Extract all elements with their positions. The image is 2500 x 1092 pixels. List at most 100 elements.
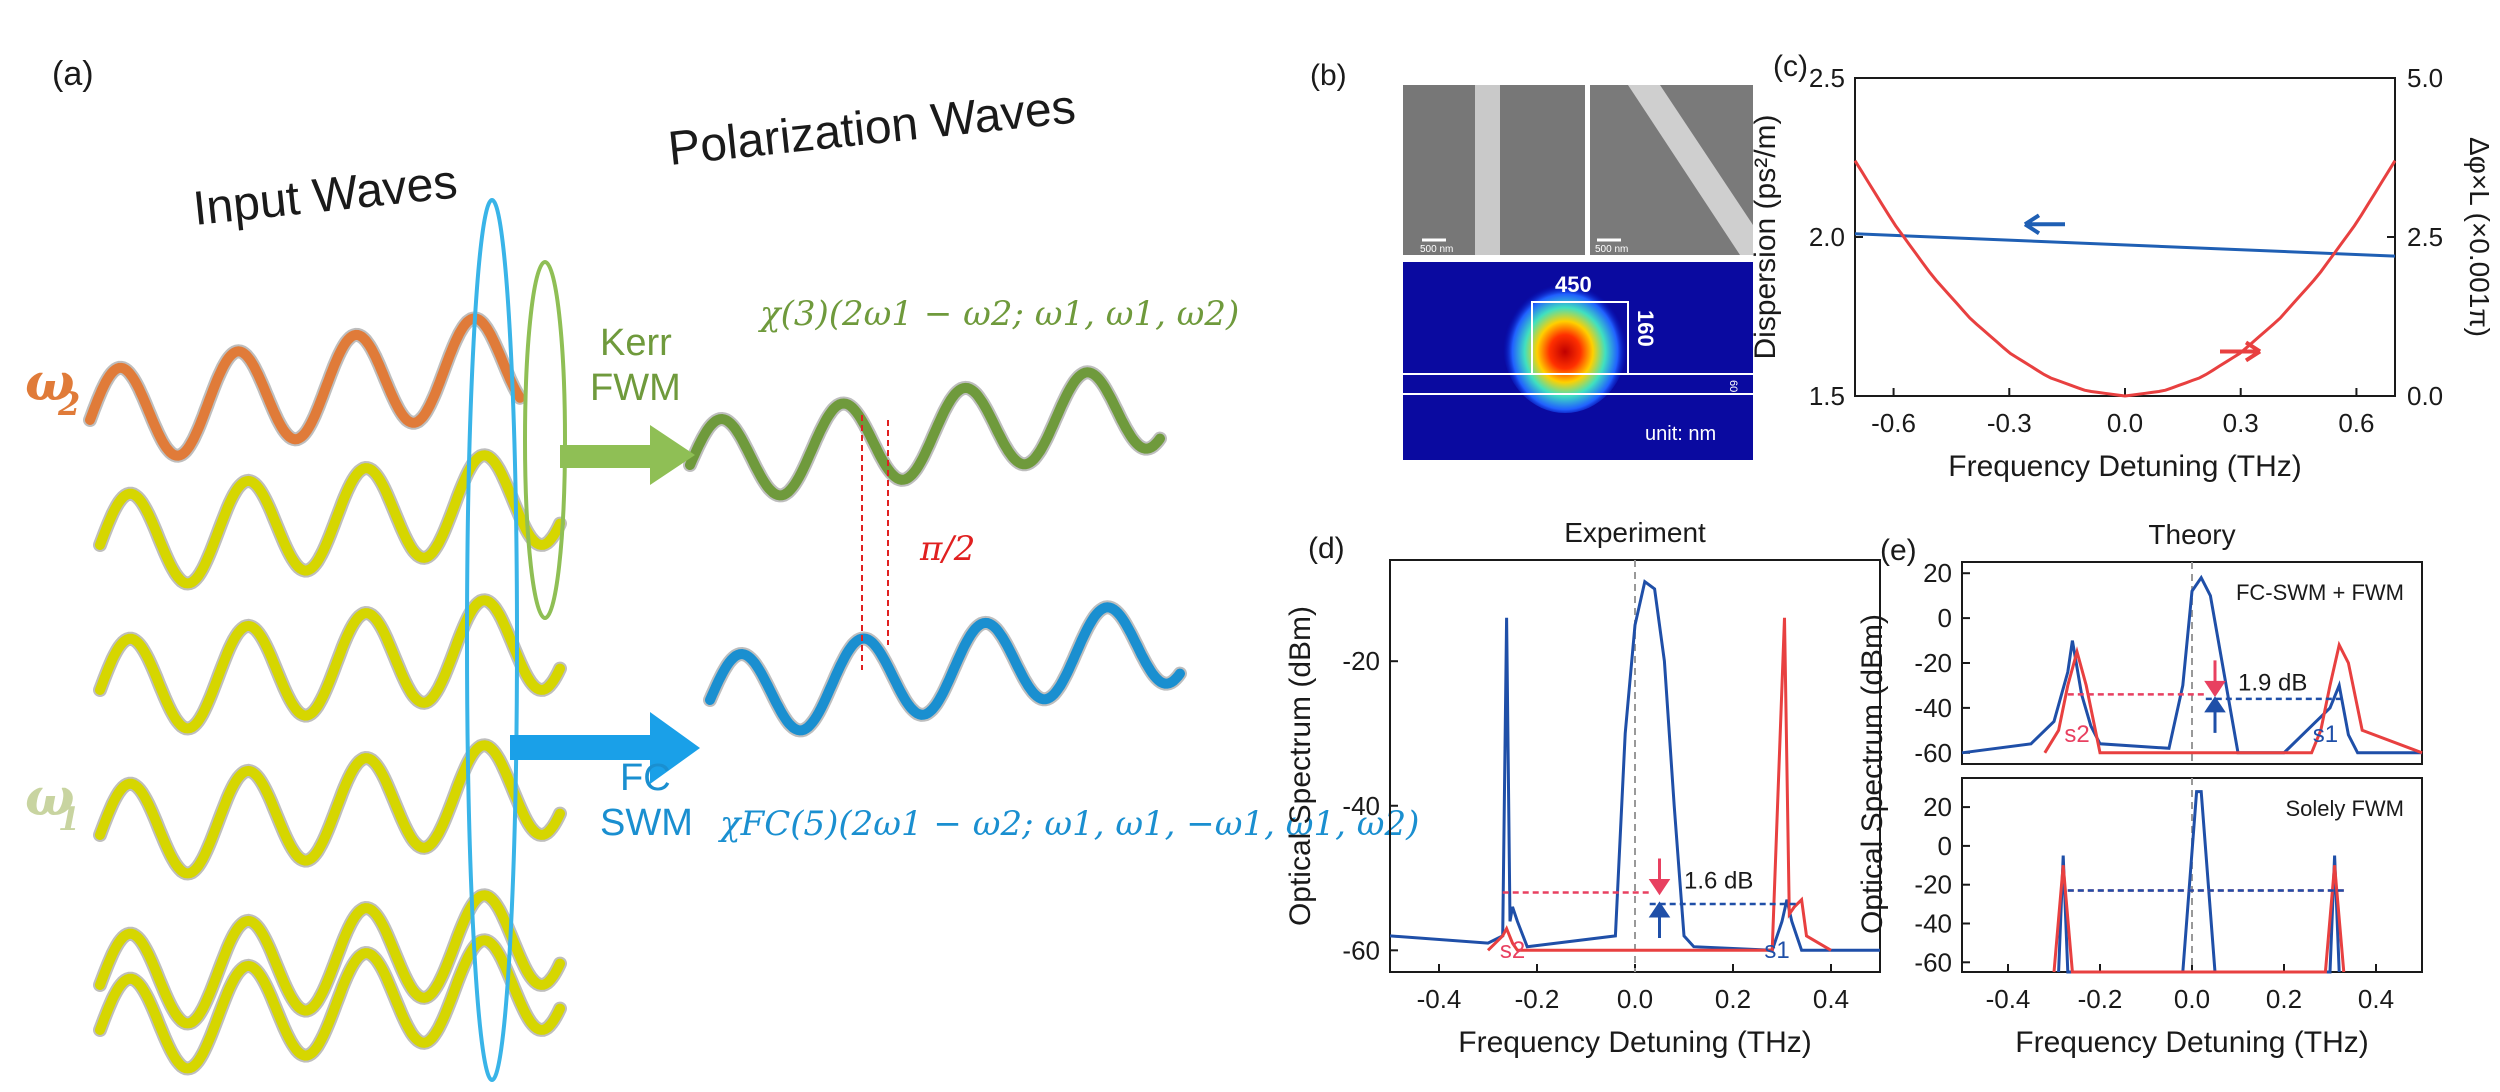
omega1-label: ω: [25, 767, 75, 828]
idler-label-s1: s1: [2313, 721, 2338, 748]
y-tick-label: -20: [1914, 870, 1952, 900]
input-waves-title: Input Waves: [191, 156, 460, 236]
series-phase-mismatch: [1853, 159, 2397, 398]
idler-label-s1: s1: [1764, 937, 1789, 964]
panel-a: (a) Input Waves Polarization Waves Kerr …: [25, 55, 1419, 1082]
chart-layer: (c) 1.5 2.0 2.5 -0.6 -0.3 0.0 0.3 0.6 Frequency D…: [1284, 50, 2495, 1059]
x-tick-label: 0.4: [2358, 984, 2394, 1014]
y-tick-label: -20: [1342, 646, 1380, 676]
omega2-subscript: 2: [57, 385, 80, 423]
y-tick-label: -40: [1914, 909, 1952, 939]
y-axis-label: Optical Spectrum (dBm): [1284, 606, 1317, 926]
chart-title: Theory: [2148, 519, 2235, 550]
unit-label: unit: nm: [1645, 423, 1716, 445]
x-axis-label: Frequency Detuning (THz): [1458, 1026, 1811, 1059]
omega1-wave-1: [95, 450, 565, 589]
fc-arrow: [510, 712, 700, 784]
x-tick-label: -0.4: [1986, 984, 2031, 1014]
omega1-wave-2: [95, 595, 565, 734]
panel-b: (b) 500 nm 500 nm 450 160 60 unit: nm: [1310, 59, 1753, 460]
chart-e2: -60 -40 -20 0 20 -0.4 -0.2 0.0 0.2 0.4 Frequency D…: [1914, 777, 2423, 1059]
chi3-expression: χ(3)(2ω1 − ω2; ω1, ω1, ω2): [758, 294, 1239, 334]
panel-label: (c): [1773, 50, 1808, 83]
chart-e1: (e) Theory -60 -40 -20 0 20 Optical Spectrum (d…: [1856, 519, 2423, 934]
y-tick-label: 2.5: [1809, 63, 1845, 93]
omega1-wave-4: [95, 890, 565, 1029]
x-tick-label: 0.0: [2107, 408, 2143, 438]
idler-label-s2: s2: [2064, 721, 2089, 748]
y-tick-label: -60: [1342, 935, 1380, 965]
x-tick-label: 0.0: [1617, 984, 1653, 1014]
y-tick-label: -60: [1914, 738, 1952, 768]
x-tick-label: -0.6: [1871, 408, 1916, 438]
y2-tick-label: 0.0: [2407, 381, 2443, 411]
panel-b-label: (b): [1310, 59, 1347, 92]
width-label: 450: [1555, 272, 1592, 297]
swm-label: SWM: [600, 802, 693, 844]
kerr-label: Kerr: [600, 322, 672, 364]
fwm-label: FWM: [590, 367, 681, 409]
y-axis-label: Dispersion (ps²/m): [1749, 114, 1782, 359]
wavefront-ellipse: [465, 198, 519, 1082]
series-red: [2052, 865, 2346, 974]
difference-annotation: 1.9 dB: [2238, 669, 2307, 696]
y-tick-label: -40: [1342, 791, 1380, 821]
y-tick-label: 1.5: [1809, 381, 1845, 411]
y-tick-label: -60: [1914, 947, 1952, 977]
x-tick-label: 0.2: [2266, 984, 2302, 1014]
y-tick-label: 20: [1923, 792, 1952, 822]
y-tick-label: -20: [1914, 648, 1952, 678]
y-tick-label: 0: [1938, 603, 1952, 633]
chi5-expression: χFC(5)(2ω1 − ω2; ω1, ω1, −ω1, ω1, ω2): [718, 804, 1419, 844]
x-tick-label: 0.4: [1813, 984, 1849, 1014]
panel-label: (e): [1880, 534, 1917, 567]
x-axis-label: Frequency Detuning (THz): [1948, 450, 2301, 483]
input-wave-group: [83, 311, 1187, 1076]
kerr-arrow: [560, 425, 695, 485]
y2-axis-label: Δφ×L (×0.001π): [2464, 137, 2495, 337]
y-axis-label: Optical Spectrum (dBm): [1856, 614, 1889, 934]
x-tick-label: 0.0: [2174, 984, 2210, 1014]
omega2-wave: [85, 313, 525, 461]
sem-waveguide-right: [1628, 85, 1753, 255]
height-label: 160: [1633, 310, 1658, 347]
scale-label-left: 500 nm: [1420, 244, 1453, 255]
y2-tick-label: 5.0: [2407, 63, 2443, 93]
x-tick-label: 0.6: [2338, 408, 2374, 438]
x-tick-label: -0.3: [1987, 408, 2032, 438]
y-tick-label: -40: [1914, 693, 1952, 723]
chart-c: (c) 1.5 2.0 2.5 -0.6 -0.3 0.0 0.3 0.6 Frequency D…: [1749, 50, 2495, 483]
series-fc-swm-fwm: [1961, 574, 2422, 755]
chart-d: (d) Experiment -60 -40 -20 -0.4 -0.2 0.0 0.2 0.4F…: [1284, 517, 1881, 1059]
right-axis-arrow: [2220, 340, 2262, 363]
red-arrow: [2204, 660, 2226, 698]
fc-polarization-wave: [705, 602, 1185, 736]
blue-arrow: [1648, 901, 1671, 939]
x-tick-label: -0.2: [2078, 984, 2123, 1014]
x-tick-label: -0.4: [1417, 984, 1462, 1014]
blue-arrow: [2204, 696, 2226, 733]
series-blue: [2057, 790, 2341, 974]
y2-tick-label: 2.5: [2407, 222, 2443, 252]
omega1-wave-5: [95, 935, 565, 1074]
x-tick-label: 0.3: [2223, 408, 2259, 438]
chart-title: Experiment: [1564, 517, 1706, 548]
panel-caption: Solely FWM: [2285, 796, 2404, 821]
kerr-polarization-wave: [685, 367, 1165, 501]
kerr-ellipse: [523, 260, 567, 620]
mode-field: [1503, 277, 1627, 413]
panel-a-label: (a): [52, 55, 94, 93]
scale-label-right: 500 nm: [1595, 244, 1628, 255]
sem-waveguide-left: [1475, 85, 1500, 255]
y-tick-label: 2.0: [1809, 222, 1845, 252]
series-solely-fwm: [1486, 617, 1832, 952]
x-tick-label: -0.2: [1515, 984, 1560, 1014]
difference-annotation: 1.6 dB: [1684, 867, 1753, 894]
series-solely-fwm: [2043, 640, 2423, 755]
panel-caption: FC-SWM + FWM: [2236, 580, 2404, 605]
y-tick-label: 0: [1938, 831, 1952, 861]
polarization-waves-title: Polarization Waves: [666, 80, 1078, 175]
omega2-label: ω: [25, 352, 75, 413]
series-dispersion: [1854, 232, 2396, 258]
